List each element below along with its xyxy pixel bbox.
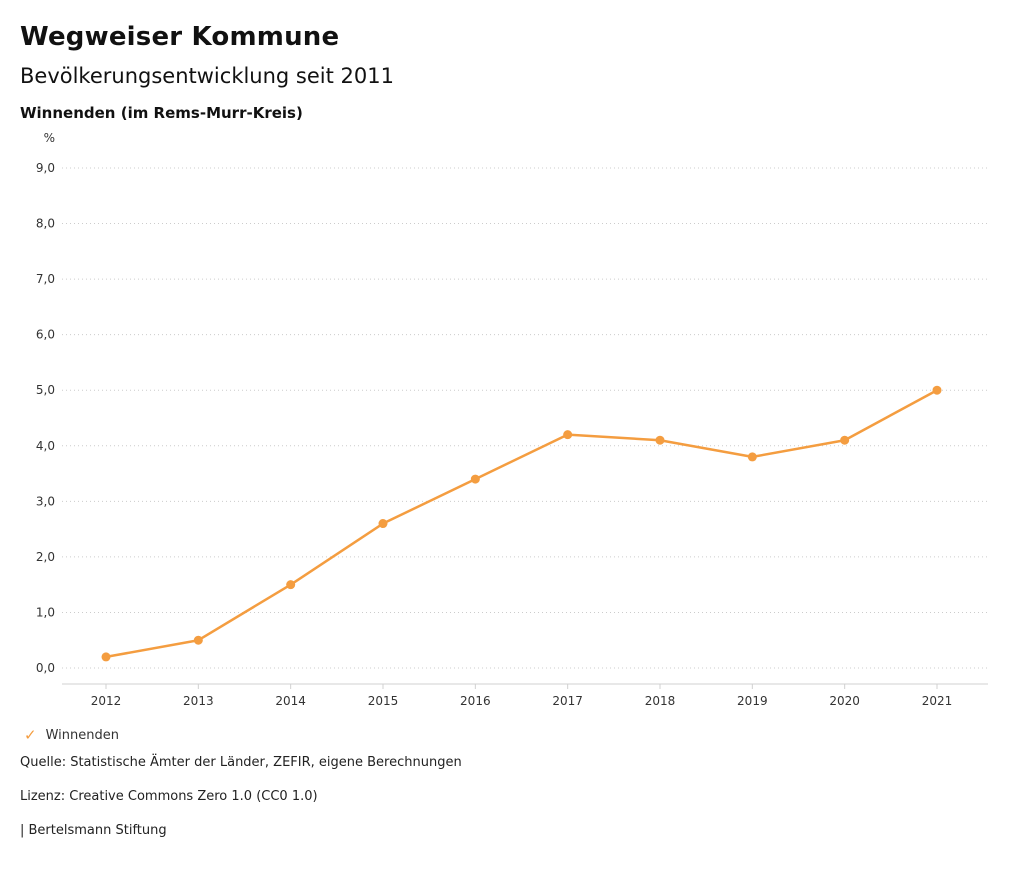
svg-text:1,0: 1,0 bbox=[36, 605, 55, 619]
svg-text:2020: 2020 bbox=[829, 694, 860, 708]
svg-text:5,0: 5,0 bbox=[36, 383, 55, 397]
svg-text:0,0: 0,0 bbox=[36, 661, 55, 675]
svg-text:6,0: 6,0 bbox=[36, 328, 55, 342]
svg-text:2017: 2017 bbox=[552, 694, 583, 708]
source-text: Quelle: Statistische Ämter der Länder, Z… bbox=[20, 755, 462, 770]
report-footer: Quelle: Statistische Ämter der Länder, Z… bbox=[0, 743, 1024, 838]
svg-text:3,0: 3,0 bbox=[36, 494, 55, 508]
chart-svg: % 0,0 1,0 2,0 3,0 4,0 5,0 6,0 7,0 8,0 9,0 2012 2013 2… bbox=[36, 131, 988, 708]
svg-text:2019: 2019 bbox=[737, 694, 768, 708]
population-line-chart: % 0,0 1,0 2,0 3,0 4,0 5,0 6,0 7,0 8,0 9,0 2012 2013 2… bbox=[0, 124, 1024, 724]
svg-text:2021: 2021 bbox=[922, 694, 953, 708]
svg-text:2016: 2016 bbox=[460, 694, 491, 708]
svg-text:9,0: 9,0 bbox=[36, 161, 55, 175]
chart-location-subtitle: Winnenden (im Rems-Murr-Kreis) bbox=[20, 104, 303, 122]
legend-item-winnenden[interactable]: ✓ Winnenden bbox=[0, 726, 1024, 744]
page-title: Wegweiser Kommune bbox=[20, 22, 340, 52]
legend-check-icon: ✓ bbox=[24, 726, 37, 744]
legend-label: Winnenden bbox=[45, 728, 119, 743]
svg-text:2015: 2015 bbox=[368, 694, 399, 708]
svg-text:2013: 2013 bbox=[183, 694, 214, 708]
svg-text:2018: 2018 bbox=[645, 694, 676, 708]
svg-text:8,0: 8,0 bbox=[36, 217, 55, 231]
svg-text:4,0: 4,0 bbox=[36, 439, 55, 453]
chart-title: Bevölkerungsentwicklung seit 2011 bbox=[20, 64, 394, 88]
attribution-text: | Bertelsmann Stiftung bbox=[20, 823, 167, 838]
svg-text:%: % bbox=[44, 131, 55, 145]
license-text: Lizenz: Creative Commons Zero 1.0 (CC0 1… bbox=[20, 789, 318, 804]
svg-text:2014: 2014 bbox=[275, 694, 306, 708]
svg-text:2012: 2012 bbox=[91, 694, 122, 708]
report-header: Wegweiser Kommune Bevölkerungsentwicklun… bbox=[0, 0, 1024, 122]
svg-text:2,0: 2,0 bbox=[36, 550, 55, 564]
svg-text:7,0: 7,0 bbox=[36, 272, 55, 286]
